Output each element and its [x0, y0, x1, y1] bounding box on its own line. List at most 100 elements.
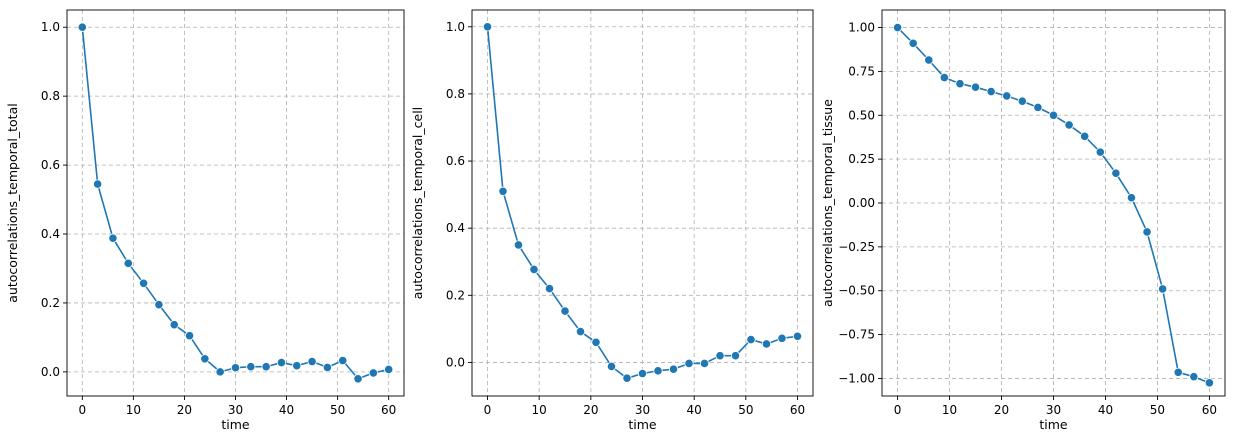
- data-point: [123, 258, 133, 268]
- y-tick-label: 1.0: [41, 20, 60, 34]
- data-point: [970, 82, 981, 92]
- data-point: [215, 367, 225, 377]
- x-tick-label: 30: [1046, 403, 1061, 417]
- data-point: [246, 362, 256, 372]
- data-point: [307, 356, 317, 367]
- data-point: [1158, 284, 1168, 294]
- x-tick-label: 20: [177, 403, 192, 417]
- x-tick-label: 0: [484, 403, 492, 417]
- data-point: [200, 354, 210, 364]
- x-tick-label: 40: [279, 403, 294, 417]
- y-tick-label: −0.50: [838, 284, 875, 298]
- data-point: [498, 186, 508, 196]
- data-point: [276, 357, 287, 368]
- x-tick-label: 0: [78, 403, 86, 417]
- y-tick-label: 0.4: [446, 221, 465, 235]
- data-point: [1017, 96, 1027, 106]
- y-tick-label: 0.4: [41, 227, 60, 241]
- data-point: [138, 278, 149, 288]
- data-point: [1080, 131, 1090, 141]
- data-point: [1048, 110, 1059, 120]
- y-tick-label: 0.6: [41, 158, 60, 172]
- data-point: [338, 355, 348, 366]
- data-point: [1095, 147, 1105, 157]
- y-tick-label: 0.50: [848, 108, 875, 122]
- chart-panel-1: 0 10 20 30 40 50 60 0.0 0.2 0.4 0.6 0.8 1.0 time autoc…: [5, 9, 405, 432]
- data-point: [637, 368, 648, 379]
- data-point: [730, 351, 741, 361]
- data-point: [1126, 193, 1137, 203]
- x-tick-label: 30: [635, 403, 650, 417]
- chart-panel-3: 0 10 20 30 40 50 60 −1.00 −0.75 −0.50 −0.25 0.00 0.2…: [820, 9, 1226, 432]
- data-point: [924, 55, 934, 65]
- x-tick-label: 50: [738, 403, 753, 417]
- x-tick-label: 10: [942, 403, 957, 417]
- data-point: [908, 38, 918, 48]
- data-point: [684, 358, 694, 369]
- x-tick-label: 60: [1202, 403, 1217, 417]
- x-tick-label: 40: [1098, 403, 1113, 417]
- data-point: [108, 233, 118, 243]
- y-tick-label: 0.0: [41, 365, 60, 379]
- data-point: [513, 240, 524, 250]
- data-point: [230, 363, 241, 373]
- y-tick-label: 0.6: [446, 154, 465, 168]
- x-tick-label: 60: [381, 403, 396, 417]
- axes-frame: [881, 9, 1226, 397]
- data-point: [261, 362, 271, 372]
- data-point: [777, 333, 787, 343]
- data-point: [575, 326, 586, 337]
- y-tick-label: 0.2: [446, 288, 465, 302]
- y-tick-label: 0.2: [41, 296, 60, 310]
- x-tick-label: 30: [228, 403, 243, 417]
- data-point: [1189, 372, 1199, 382]
- axes-frame: [471, 9, 814, 397]
- data-point: [1111, 168, 1121, 178]
- data-point: [353, 374, 363, 384]
- y-tick-label: −0.75: [838, 328, 875, 342]
- x-tick-label: 60: [790, 403, 805, 417]
- x-tick-label: 10: [126, 403, 141, 417]
- data-point: [653, 366, 663, 376]
- data-point: [1064, 120, 1074, 130]
- data-point: [591, 337, 601, 347]
- y-tick-label: 0.75: [848, 64, 875, 78]
- y-tick-label: 0.00: [848, 196, 875, 210]
- y-tick-label: 0.8: [41, 89, 60, 103]
- data-point: [292, 361, 302, 371]
- y-tick-label: 0.25: [848, 152, 875, 166]
- x-tick-label: 40: [687, 403, 702, 417]
- axes-frame: [66, 9, 405, 397]
- x-tick-label: 0: [894, 403, 902, 417]
- y-tick-label: 1.00: [848, 21, 875, 35]
- y-axis-label: autocorrelations_temporal_tissue: [820, 99, 835, 307]
- data-point: [1033, 102, 1043, 112]
- data-point: [668, 364, 679, 374]
- y-tick-label: −1.00: [838, 371, 875, 385]
- data-point: [746, 335, 756, 345]
- x-axis-label: time: [1039, 417, 1068, 432]
- data-point: [169, 320, 179, 330]
- data-point: [699, 358, 710, 369]
- data-point: [1173, 367, 1183, 377]
- data-point: [955, 79, 965, 89]
- data-point: [93, 179, 103, 189]
- data-point: [1002, 91, 1012, 101]
- data-point: [384, 364, 394, 375]
- data-point: [1204, 378, 1215, 388]
- data-point: [544, 283, 555, 294]
- data-point: [322, 362, 333, 372]
- data-point: [606, 361, 617, 372]
- data-point: [761, 339, 772, 349]
- data-point: [77, 22, 87, 32]
- data-point: [184, 331, 195, 341]
- y-tick-label: 0.8: [446, 87, 465, 101]
- data-point: [154, 300, 164, 310]
- data-point: [368, 368, 378, 378]
- y-tick-label: 1.0: [446, 20, 465, 34]
- y-tick-label: 0.0: [446, 355, 465, 369]
- x-tick-label: 20: [583, 403, 598, 417]
- data-point: [792, 331, 803, 341]
- data-point: [529, 264, 539, 275]
